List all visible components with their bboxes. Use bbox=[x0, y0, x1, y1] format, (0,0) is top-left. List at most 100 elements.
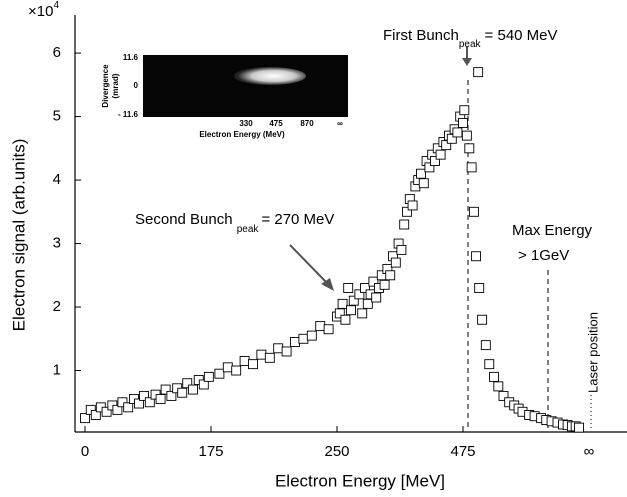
data-point bbox=[273, 343, 284, 354]
annotation-text: First Bunch bbox=[383, 27, 459, 44]
data-point bbox=[489, 371, 499, 382]
data-point bbox=[416, 168, 426, 179]
data-point bbox=[474, 283, 485, 293]
data-point bbox=[430, 156, 440, 166]
inset-y-tick: 11.6 bbox=[123, 53, 139, 62]
data-point bbox=[323, 324, 334, 335]
data-point bbox=[473, 67, 484, 78]
data-point bbox=[139, 390, 149, 401]
data-point bbox=[222, 362, 233, 373]
data-point bbox=[407, 200, 418, 211]
data-point bbox=[203, 371, 214, 382]
data-point bbox=[464, 143, 475, 154]
x-tick-label: 475 bbox=[450, 443, 475, 460]
data-point bbox=[435, 149, 446, 160]
data-point bbox=[239, 356, 250, 366]
data-point bbox=[290, 336, 300, 347]
annotation: Second Bunch peak= 270 MeV bbox=[135, 211, 334, 235]
y-tick-label: 2 bbox=[53, 298, 61, 315]
data-point bbox=[182, 378, 193, 389]
axes bbox=[74, 15, 627, 433]
x-tick-label: 175 bbox=[198, 443, 223, 460]
data-point bbox=[441, 140, 452, 151]
data-point bbox=[390, 257, 401, 268]
data-point bbox=[446, 133, 457, 144]
data-point bbox=[466, 162, 477, 173]
data-point bbox=[368, 276, 379, 287]
inset-y-tick: 0 bbox=[134, 81, 139, 90]
data-point bbox=[346, 305, 356, 316]
data-point bbox=[188, 384, 198, 395]
multiplier-base: ×10 bbox=[28, 3, 53, 20]
inset-x-label: Electron Energy (MeV) bbox=[199, 130, 285, 139]
annotation: Laser position bbox=[585, 312, 600, 393]
data-point bbox=[399, 219, 410, 230]
data-point bbox=[160, 384, 171, 395]
x-tick-label: ∞ bbox=[584, 443, 595, 460]
arrow-head bbox=[462, 58, 472, 66]
y-tick-label: 6 bbox=[53, 44, 61, 61]
arrow bbox=[289, 244, 328, 284]
y-multiplier: ×104 bbox=[28, 0, 59, 20]
y-tick-label: 1 bbox=[53, 361, 61, 378]
data-point bbox=[357, 308, 368, 319]
data-point bbox=[385, 270, 396, 281]
data-point bbox=[298, 333, 309, 344]
data-point bbox=[166, 390, 177, 401]
y-tick-label: 4 bbox=[53, 171, 61, 188]
data-point bbox=[198, 379, 209, 390]
inset-x-tick: ∞ bbox=[337, 119, 343, 128]
annotation: First Bunchpeak= 540 MeV bbox=[383, 27, 558, 50]
annotation: Max Energy bbox=[512, 222, 593, 239]
annotation: > 1GeV bbox=[518, 247, 569, 264]
data-point bbox=[498, 390, 509, 401]
data-point bbox=[379, 279, 390, 290]
x-axis-title: Electron Energy [MeV] bbox=[275, 471, 445, 490]
inset-y-tick: - 11.6 bbox=[118, 110, 139, 119]
annotation-value: = 270 MeV bbox=[261, 211, 334, 228]
x-tick-label: 0 bbox=[81, 443, 89, 460]
data-point bbox=[90, 410, 101, 420]
data-point bbox=[231, 365, 242, 376]
data-point bbox=[574, 422, 584, 433]
y-tick-label: 5 bbox=[53, 108, 61, 125]
data-point bbox=[337, 298, 348, 309]
inset-image bbox=[143, 55, 348, 117]
data-point bbox=[424, 162, 435, 173]
inset-beam bbox=[234, 67, 306, 85]
data-point bbox=[214, 368, 225, 379]
data-point bbox=[123, 402, 134, 413]
annotation-value: = 540 MeV bbox=[485, 27, 558, 44]
data-points bbox=[80, 67, 584, 433]
data-point bbox=[458, 117, 468, 128]
data-point bbox=[484, 359, 495, 370]
y-tick-label: 3 bbox=[53, 235, 61, 252]
data-point bbox=[418, 178, 429, 189]
data-point bbox=[248, 359, 258, 370]
data-point bbox=[112, 404, 123, 415]
data-point bbox=[362, 298, 373, 309]
data-point bbox=[281, 346, 292, 357]
annotation-text: Second Bunch bbox=[135, 211, 237, 228]
data-point bbox=[80, 413, 90, 424]
data-point bbox=[117, 397, 128, 408]
data-point bbox=[101, 406, 112, 417]
inset: Divergence (mrad) 11.6 0 - 11.6 330 475 … bbox=[101, 53, 348, 139]
data-point bbox=[144, 397, 155, 408]
inset-y-label: (mrad) bbox=[111, 73, 120, 98]
data-point bbox=[459, 105, 470, 116]
data-point bbox=[264, 352, 275, 363]
inset-y-label: Divergence bbox=[101, 64, 110, 108]
data-point bbox=[85, 404, 96, 415]
data-point bbox=[354, 289, 365, 300]
data-point bbox=[471, 251, 482, 262]
inset-x-tick: 330 bbox=[239, 119, 253, 128]
data-point bbox=[334, 308, 345, 319]
multiplier-exponent: 4 bbox=[53, 0, 59, 11]
data-point bbox=[256, 349, 267, 360]
inset-x-tick: 870 bbox=[300, 119, 314, 128]
arrow-head bbox=[321, 278, 334, 291]
y-axis-title: Electron signal (arb.units) bbox=[9, 139, 28, 332]
data-point bbox=[348, 295, 359, 306]
